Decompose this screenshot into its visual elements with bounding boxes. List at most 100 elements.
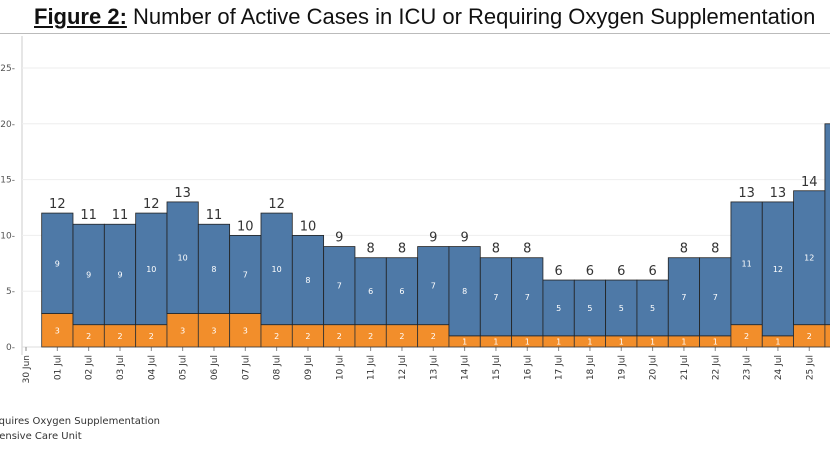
x-tick-label: 20 Jul: [649, 355, 659, 380]
x-tick-label: 03 Jul: [116, 355, 126, 380]
icu-value-label: 2: [149, 332, 154, 341]
oxygen-value-label: 5: [587, 304, 592, 313]
oxygen-value-label: 7: [713, 293, 718, 302]
total-label: 9: [429, 231, 437, 246]
y-tick-label: 20-: [0, 120, 15, 130]
bar-oxygen: [417, 246, 450, 326]
oxygen-value-label: 9: [86, 270, 91, 279]
bar-icu: [229, 313, 262, 348]
x-tick-label: 10 Jul: [335, 355, 345, 380]
bar-oxygen: [291, 234, 325, 326]
oxygen-value-label: 6: [368, 287, 373, 296]
bar-icu: [41, 313, 74, 348]
icu-value-label: 1: [462, 337, 467, 346]
total-label: 10: [300, 219, 317, 234]
bar-oxygen: [699, 257, 732, 337]
x-tick-label: 11 Jul: [367, 355, 377, 380]
bar-oxygen: [761, 201, 794, 337]
icu-value-label: 2: [337, 332, 342, 341]
icu-value-label: 2: [807, 332, 812, 341]
icu-value-label: 3: [211, 326, 216, 335]
total-label: 8: [366, 242, 374, 257]
x-tick-label: 25 Jul: [805, 355, 815, 380]
oxygen-value-label: 10: [146, 265, 156, 274]
oxygen-value-label: 5: [650, 304, 655, 313]
total-label: 8: [492, 242, 500, 257]
icu-value-label: 1: [681, 337, 686, 346]
total-label: 8: [680, 242, 688, 257]
x-tick-label: 21 Jul: [680, 355, 690, 380]
total-label: 8: [523, 242, 531, 257]
x-tick-label: 07 Jul: [241, 355, 251, 380]
x-tick-label: 05 Jul: [179, 355, 189, 380]
icu-value-label: 2: [399, 332, 404, 341]
icu-value-label: 1: [775, 337, 780, 346]
bar-oxygen: [260, 212, 293, 326]
oxygen-value-label: 12: [773, 265, 783, 274]
total-label: 13: [174, 186, 191, 201]
total-label: 12: [268, 197, 285, 212]
icu-value-label: 2: [274, 332, 279, 341]
total-label: 8: [398, 242, 406, 257]
icu-value-label: 2: [86, 332, 91, 341]
icu-value-label: 1: [556, 337, 561, 346]
x-tick-label: 13 Jul: [429, 355, 439, 380]
x-tick-label: 14 Jul: [461, 355, 471, 380]
x-tick-label: 12 Jul: [398, 355, 408, 380]
bar-oxygen: [573, 279, 606, 337]
total-label: 6: [648, 264, 656, 279]
y-tick-label: 25-: [0, 64, 15, 74]
bar-icu-partial: [824, 324, 830, 348]
oxygen-value-label: 9: [55, 259, 60, 268]
bar-oxygen: [793, 190, 826, 326]
x-tick-label: 23 Jul: [743, 355, 753, 380]
icu-value-label: 2: [117, 332, 122, 341]
icu-value-label: 2: [305, 332, 310, 341]
icu-value-label: 3: [55, 326, 60, 335]
oxygen-value-label: 8: [305, 276, 310, 285]
figure-label: Figure 2:: [34, 4, 127, 29]
oxygen-value-label: 6: [399, 287, 404, 296]
total-label: 11: [112, 208, 129, 223]
oxygen-value-label: 7: [431, 282, 436, 291]
oxygen-value-label: 10: [272, 265, 282, 274]
icu-value-label: 1: [650, 337, 655, 346]
oxygen-value-label: 7: [525, 293, 530, 302]
total-label: 9: [335, 231, 343, 246]
total-label: 14: [801, 175, 818, 190]
oxygen-value-label: 5: [619, 304, 624, 313]
x-tick-label: 15 Jul: [492, 355, 502, 380]
icu-value-label: 1: [525, 337, 530, 346]
x-tick-label: 30 Jun: [22, 355, 32, 383]
total-label: 11: [206, 208, 223, 223]
x-tick-label: 22 Jul: [711, 355, 721, 380]
total-label: 12: [49, 197, 66, 212]
total-label: 13: [738, 186, 755, 201]
y-tick-label: 10-: [0, 231, 15, 241]
oxygen-value-label: 7: [493, 293, 498, 302]
oxygen-value-label: 7: [337, 282, 342, 291]
y-tick-label: 0-: [6, 343, 15, 353]
oxygen-value-label: 11: [741, 259, 751, 268]
title-divider: [0, 33, 830, 34]
icu-value-label: 2: [744, 332, 749, 341]
bar-oxygen: [730, 201, 763, 326]
bar-oxygen: [448, 246, 481, 337]
x-tick-label: 09 Jul: [304, 355, 314, 380]
bar-oxygen: [197, 223, 231, 314]
legend-item-icu: Intensive Care Unit: [0, 431, 82, 442]
bar-oxygen: [636, 279, 669, 337]
bar-oxygen: [542, 279, 575, 337]
total-label: 6: [617, 264, 625, 279]
oxygen-value-label: 7: [681, 293, 686, 302]
icu-value-label: 3: [243, 326, 248, 335]
bar-oxygen: [72, 223, 105, 326]
icu-value-label: 1: [493, 337, 498, 346]
icu-value-label: 3: [180, 326, 185, 335]
legend-item-oxygen: Requires Oxygen Supplementation: [0, 416, 161, 427]
total-label: 6: [586, 264, 594, 279]
total-label: 8: [711, 242, 719, 257]
x-tick-label: 16 Jul: [523, 355, 533, 380]
icu-value-label: 1: [587, 337, 592, 346]
bar-oxygen: [135, 212, 168, 326]
